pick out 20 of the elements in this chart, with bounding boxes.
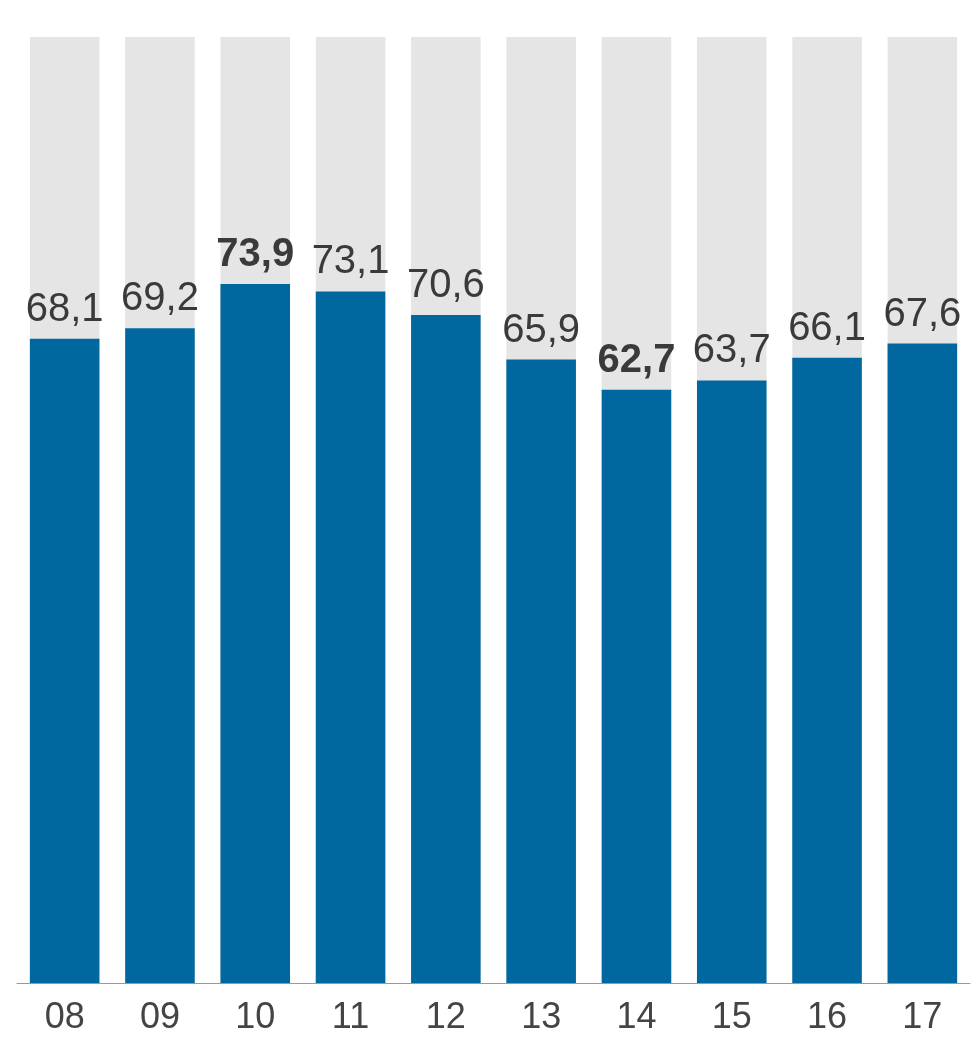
data-label: 65,9: [502, 305, 581, 350]
data-label: 69,2: [121, 274, 199, 319]
data-label: 66,1: [788, 303, 866, 348]
data-label: 62,7: [597, 335, 676, 380]
x-tick-label: 13: [521, 994, 562, 1036]
data-label: 68,1: [25, 284, 104, 329]
data-label: 70,6: [406, 261, 485, 306]
x-tick-label: 09: [139, 994, 180, 1036]
data-label: 63,7: [692, 326, 771, 371]
x-tick-label: 16: [807, 994, 848, 1036]
x-tick-label: 15: [711, 994, 752, 1036]
x-tick-label: 14: [616, 994, 657, 1036]
data-label: 73,1: [311, 237, 390, 282]
data-label: 67,6: [883, 289, 962, 334]
data-label: 73,9: [216, 229, 295, 274]
x-tick-label: 10: [235, 994, 276, 1036]
x-tick-label: 17: [902, 994, 943, 1036]
x-tick-label: 08: [44, 994, 85, 1036]
x-tick-label: 12: [425, 994, 466, 1036]
x-tick-label: 11: [331, 994, 370, 1036]
